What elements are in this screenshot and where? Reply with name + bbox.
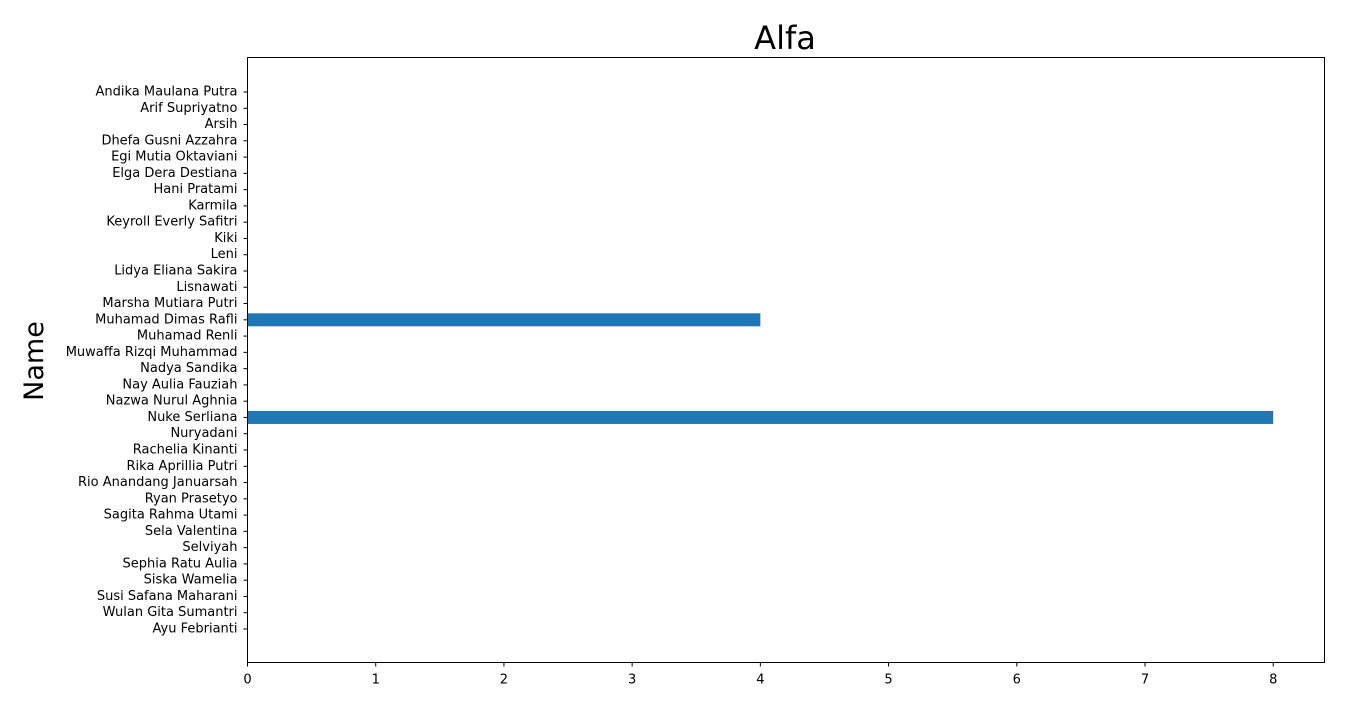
y-tick-label: Egi Mutia Oktaviani	[111, 150, 237, 165]
y-axis-label: Name	[19, 321, 50, 401]
y-tick-label: Sephia Ratu Aulia	[123, 556, 238, 571]
y-tick-label: Muwaffa Rizqi Muhammad	[66, 345, 238, 360]
y-tick-label: Elga Dera Destiana	[112, 166, 237, 181]
y-tick-label: Nazwa Nurul Aghnia	[106, 394, 238, 409]
y-tick-label: Arsih	[205, 117, 238, 132]
x-tick-label: 5	[884, 673, 892, 688]
x-tick-label: 1	[372, 673, 380, 688]
y-tick-label: Sagita Rahma Utami	[104, 508, 238, 523]
bar	[247, 313, 761, 327]
y-tick-label: Kiki	[214, 231, 237, 246]
bars-group	[247, 313, 1274, 424]
x-tick-label: 2	[500, 673, 508, 688]
y-tick-label: Wulan Gita Sumantri	[103, 605, 238, 620]
y-tick-label: Muhamad Renli	[137, 329, 238, 344]
x-tick-label: 4	[756, 673, 764, 688]
y-tick-label: Rachelia Kinanti	[133, 443, 238, 458]
y-tick-label: Ayu Febrianti	[153, 622, 238, 637]
plot-area-frame	[247, 57, 1325, 663]
y-tick-label: Karmila	[188, 198, 237, 213]
y-tick-label: Susi Safana Maharani	[97, 589, 238, 604]
y-tick-label: Lidya Eliana Sakira	[114, 264, 237, 279]
y-tick-label: Nuryadani	[170, 426, 237, 441]
x-tick-label: 8	[1269, 673, 1277, 688]
y-tick-label: Sela Valentina	[145, 524, 238, 539]
x-axis-ticks: 0 1 2 3 4 5 6 7 8	[243, 662, 1277, 688]
y-tick-label: Nay Aulia Fauziah	[122, 377, 237, 392]
y-tick-label: Lisnawati	[176, 280, 237, 295]
bar	[247, 410, 1274, 424]
y-tick-label: Keyroll Everly Safitri	[106, 215, 237, 230]
y-tick-label: Hani Pratami	[154, 182, 238, 197]
y-tick-label: Selviyah	[182, 540, 237, 555]
chart-title: Alfa	[754, 19, 816, 57]
y-tick-label: Siska Wamelia	[144, 573, 238, 588]
y-tick-label: Marsha Mutiara Putri	[102, 296, 237, 311]
x-tick-label: 0	[243, 673, 251, 688]
y-tick-label: Dhefa Gusni Azzahra	[101, 133, 237, 148]
x-tick-label: 6	[1013, 673, 1021, 688]
x-tick-label: 3	[628, 673, 636, 688]
y-tick-label: Rio Anandang Januarsah	[78, 475, 237, 490]
y-tick-label: Muhamad Dimas Rafli	[95, 312, 237, 327]
y-tick-label: Leni	[211, 247, 238, 262]
y-tick-label: Arif Supriyatno	[140, 101, 237, 116]
y-tick-label: Nuke Serliana	[147, 410, 237, 425]
y-tick-label: Ryan Prasetyo	[145, 491, 238, 506]
y-tick-label: Nadya Sandika	[140, 361, 237, 376]
y-tick-label: Rika Aprillia Putri	[127, 459, 238, 474]
y-tick-label: Andika Maulana Putra	[96, 85, 238, 100]
x-tick-label: 7	[1141, 673, 1149, 688]
